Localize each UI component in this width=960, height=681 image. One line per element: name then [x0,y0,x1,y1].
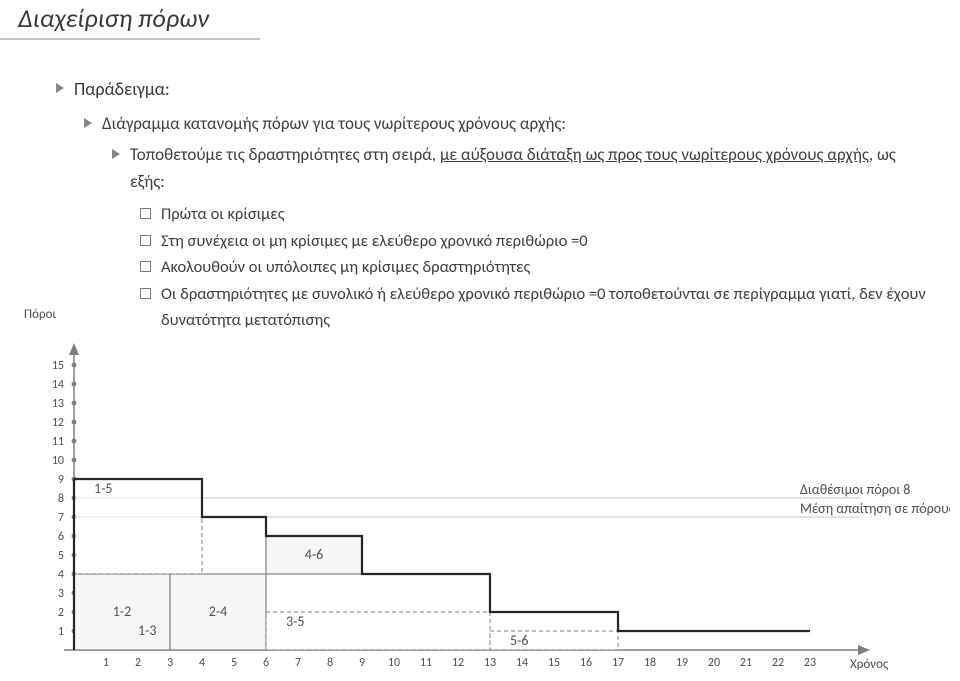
svg-text:16: 16 [580,656,592,670]
chart-svg: 1234567891011121314151234567891011121314… [10,305,950,675]
svg-text:10: 10 [52,454,64,468]
svg-text:13: 13 [484,656,496,670]
svg-text:14: 14 [52,378,64,392]
triangle-icon [112,149,120,159]
svg-text:15: 15 [52,359,64,373]
svg-text:3-5: 3-5 [286,613,304,630]
svg-text:1: 1 [58,625,64,639]
sub-bullet-3: Ακολουθούν οι υπόλοιπες μη κρίσιμες δρασ… [140,254,930,280]
svg-text:18: 18 [644,656,656,670]
svg-text:1-5: 1-5 [94,480,112,497]
bullet-text: Πρώτα οι κρίσιμες [161,201,930,227]
svg-text:5: 5 [231,656,237,670]
svg-text:2-4: 2-4 [209,603,227,620]
svg-text:17: 17 [612,656,624,670]
svg-text:1: 1 [103,656,109,670]
svg-text:Διαθέσιμοι πόροι 8: Διαθέσιμοι πόροι 8 [800,481,910,498]
bullet-diagram: Διάγραμμα κατανομής πόρων για τους νωρίτ… [84,110,930,137]
svg-text:9: 9 [58,473,64,487]
title-underline [0,38,260,40]
svg-text:1-3: 1-3 [138,622,156,639]
svg-text:4-6: 4-6 [305,546,323,563]
bullet-text: Στη συνέχεια οι μη κρίσιμες με ελεύθερο … [161,228,930,254]
text-fragment: Τοποθετούμε τις δραστηριότητες στη σειρά… [130,144,440,165]
svg-text:1-2: 1-2 [113,603,131,620]
svg-text:19: 19 [676,656,688,670]
svg-text:12: 12 [52,416,64,430]
sub-bullet-2: Στη συνέχεια οι μη κρίσιμες με ελεύθερο … [140,228,930,254]
square-icon [140,288,151,299]
bullet-example: Παράδειγμα: [56,75,930,104]
y-axis-label: Πόροι [24,307,56,322]
svg-text:2: 2 [135,656,141,670]
square-icon [140,208,151,219]
svg-text:5-6: 5-6 [510,632,528,649]
svg-text:14: 14 [516,656,528,670]
svg-text:3: 3 [58,587,64,601]
text-fragment-underline: με αύξουσα διάταξη ως προς τους νωρίτερο… [440,144,869,165]
svg-text:2: 2 [58,606,64,620]
svg-text:8: 8 [327,656,333,670]
bullet-text: Παράδειγμα: [74,75,930,104]
svg-text:15: 15 [548,656,560,670]
bullet-text: Διάγραμμα κατανομής πόρων για τους νωρίτ… [102,110,930,137]
svg-text:9: 9 [359,656,365,670]
svg-text:11: 11 [52,435,64,449]
svg-text:22: 22 [772,656,784,670]
triangle-icon [84,118,92,128]
svg-text:23: 23 [804,656,816,670]
triangle-icon [56,83,64,93]
svg-text:Μέση απαίτηση σε πόρους 7: Μέση απαίτηση σε πόρους 7 [800,500,950,517]
svg-text:10: 10 [388,656,400,670]
square-icon [140,261,151,272]
svg-text:13: 13 [52,397,64,411]
svg-text:4: 4 [199,656,205,670]
svg-text:21: 21 [740,656,752,670]
svg-text:12: 12 [452,656,464,670]
svg-text:7: 7 [58,511,64,525]
svg-text:6: 6 [263,656,269,670]
page-title: Διαχείριση πόρων [18,2,209,34]
slide-page: Διαχείριση πόρων Παράδειγμα: Διάγραμμα κ… [0,0,960,681]
square-icon [140,235,151,246]
bullet-text: Τοποθετούμε τις δραστηριότητες στη σειρά… [130,141,930,195]
bullet-text: Ακολουθούν οι υπόλοιπες μη κρίσιμες δρασ… [161,254,930,280]
sub-bullet-1: Πρώτα οι κρίσιμες [140,201,930,227]
svg-text:11: 11 [420,656,432,670]
bullet-placement: Τοποθετούμε τις δραστηριότητες στη σειρά… [112,141,930,195]
content-block: Παράδειγμα: Διάγραμμα κατανομής πόρων γι… [56,75,930,333]
svg-text:6: 6 [58,530,64,544]
resource-chart: Πόροι 1234567891011121314151234567891011… [10,305,950,675]
svg-text:4: 4 [58,568,64,582]
svg-text:5: 5 [58,549,64,563]
svg-text:20: 20 [708,656,720,670]
svg-text:8: 8 [58,492,64,506]
svg-text:3: 3 [167,656,173,670]
svg-text:7: 7 [295,656,301,670]
svg-text:Χρόνος: Χρόνος [850,657,889,672]
